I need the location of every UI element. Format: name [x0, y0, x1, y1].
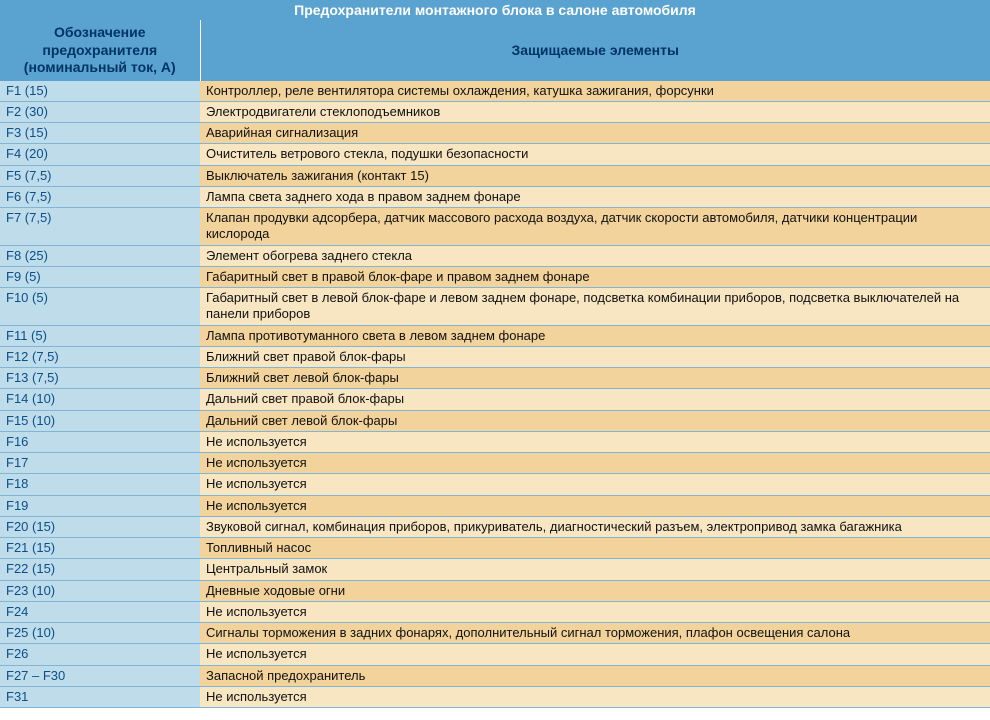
table-row: F20 (15)Звуковой сигнал, комбинация приб… — [0, 516, 990, 537]
desc-cell: Запасной предохранитель — [200, 665, 990, 686]
table-body: F1 (15)Контроллер, реле вентилятора сист… — [0, 81, 990, 708]
table-header-row: Обозначение предохранителя (номинальный … — [0, 20, 990, 81]
fuse-cell: F15 (10) — [0, 410, 200, 431]
table-row: F23 (10)Дневные ходовые огни — [0, 580, 990, 601]
fuse-cell: F3 (15) — [0, 123, 200, 144]
table-row: F25 (10)Сигналы торможения в задних фона… — [0, 623, 990, 644]
col-header-desc: Защищаемые элементы — [200, 20, 990, 81]
fuse-cell: F7 (7,5) — [0, 208, 200, 246]
desc-cell: Габаритный свет в левой блок-фаре и лево… — [200, 288, 990, 326]
desc-cell: Электродвигатели стеклоподъемников — [200, 101, 990, 122]
table-title-row: Предохранители монтажного блока в салоне… — [0, 0, 990, 20]
fuse-cell: F5 (7,5) — [0, 165, 200, 186]
fuse-cell: F23 (10) — [0, 580, 200, 601]
desc-cell: Не используется — [200, 644, 990, 665]
fuse-cell: F25 (10) — [0, 623, 200, 644]
desc-cell: Ближний свет правой блок-фары — [200, 346, 990, 367]
fuse-cell: F4 (20) — [0, 144, 200, 165]
fuse-cell: F31 — [0, 686, 200, 707]
table-row: F5 (7,5)Выключатель зажигания (контакт 1… — [0, 165, 990, 186]
desc-cell: Контроллер, реле вентилятора системы охл… — [200, 81, 990, 102]
fuse-table: Предохранители монтажного блока в салоне… — [0, 0, 990, 708]
fuse-cell: F6 (7,5) — [0, 186, 200, 207]
table-row: F26Не используется — [0, 644, 990, 665]
fuse-cell: F24 — [0, 601, 200, 622]
fuse-cell: F18 — [0, 474, 200, 495]
desc-cell: Лампа противотуманного света в левом зад… — [200, 325, 990, 346]
table-row: F15 (10)Дальний свет левой блок-фары — [0, 410, 990, 431]
desc-cell: Ближний свет левой блок-фары — [200, 368, 990, 389]
fuse-cell: F9 (5) — [0, 266, 200, 287]
desc-cell: Звуковой сигнал, комбинация приборов, пр… — [200, 516, 990, 537]
desc-cell: Очиститель ветрового стекла, подушки без… — [200, 144, 990, 165]
table-row: F16Не используется — [0, 431, 990, 452]
desc-cell: Дневные ходовые огни — [200, 580, 990, 601]
table-row: F13 (7,5)Ближний свет левой блок-фары — [0, 368, 990, 389]
table-row: F17Не используется — [0, 453, 990, 474]
fuse-cell: F1 (15) — [0, 81, 200, 102]
desc-cell: Сигналы торможения в задних фонарях, доп… — [200, 623, 990, 644]
fuse-cell: F27 – F30 — [0, 665, 200, 686]
table-row: F11 (5)Лампа противотуманного света в ле… — [0, 325, 990, 346]
fuse-cell: F16 — [0, 431, 200, 452]
fuse-cell: F14 (10) — [0, 389, 200, 410]
table-row: F7 (7,5)Клапан продувки адсорбера, датчи… — [0, 208, 990, 246]
fuse-cell: F2 (30) — [0, 101, 200, 122]
fuse-cell: F20 (15) — [0, 516, 200, 537]
table-row: F9 (5)Габаритный свет в правой блок-фаре… — [0, 266, 990, 287]
fuse-cell: F21 (15) — [0, 538, 200, 559]
table-row: F1 (15)Контроллер, реле вентилятора сист… — [0, 81, 990, 102]
desc-cell: Топливный насос — [200, 538, 990, 559]
fuse-cell: F19 — [0, 495, 200, 516]
desc-cell: Дальний свет левой блок-фары — [200, 410, 990, 431]
fuse-cell: F8 (25) — [0, 245, 200, 266]
desc-cell: Не используется — [200, 495, 990, 516]
table-row: F6 (7,5)Лампа света заднего хода в право… — [0, 186, 990, 207]
table-row: F18Не используется — [0, 474, 990, 495]
fuse-cell: F17 — [0, 453, 200, 474]
fuse-cell: F13 (7,5) — [0, 368, 200, 389]
table-row: F4 (20)Очиститель ветрового стекла, поду… — [0, 144, 990, 165]
desc-cell: Не используется — [200, 431, 990, 452]
desc-cell: Не используется — [200, 453, 990, 474]
fuse-cell: F10 (5) — [0, 288, 200, 326]
desc-cell: Выключатель зажигания (контакт 15) — [200, 165, 990, 186]
desc-cell: Лампа света заднего хода в правом заднем… — [200, 186, 990, 207]
table-row: F22 (15)Центральный замок — [0, 559, 990, 580]
desc-cell: Дальний свет правой блок-фары — [200, 389, 990, 410]
desc-cell: Клапан продувки адсорбера, датчик массов… — [200, 208, 990, 246]
desc-cell: Не используется — [200, 601, 990, 622]
desc-cell: Аварийная сигнализация — [200, 123, 990, 144]
table-row: F10 (5)Габаритный свет в левой блок-фаре… — [0, 288, 990, 326]
table-row: F31Не используется — [0, 686, 990, 707]
table-row: F12 (7,5)Ближний свет правой блок-фары — [0, 346, 990, 367]
table-row: F3 (15)Аварийная сигнализация — [0, 123, 990, 144]
table-row: F2 (30)Электродвигатели стеклоподъемнико… — [0, 101, 990, 122]
table-row: F14 (10)Дальний свет правой блок-фары — [0, 389, 990, 410]
desc-cell: Не используется — [200, 686, 990, 707]
desc-cell: Не используется — [200, 474, 990, 495]
table-title: Предохранители монтажного блока в салоне… — [0, 0, 990, 20]
fuse-cell: F22 (15) — [0, 559, 200, 580]
table-row: F8 (25)Элемент обогрева заднего стекла — [0, 245, 990, 266]
desc-cell: Центральный замок — [200, 559, 990, 580]
desc-cell: Элемент обогрева заднего стекла — [200, 245, 990, 266]
fuse-cell: F11 (5) — [0, 325, 200, 346]
fuse-cell: F12 (7,5) — [0, 346, 200, 367]
col-header-fuse: Обозначение предохранителя (номинальный … — [0, 20, 200, 81]
desc-cell: Габаритный свет в правой блок-фаре и пра… — [200, 266, 990, 287]
fuse-cell: F26 — [0, 644, 200, 665]
table-row: F19Не используется — [0, 495, 990, 516]
table-row: F24Не используется — [0, 601, 990, 622]
table-row: F27 – F30Запасной предохранитель — [0, 665, 990, 686]
table-row: F21 (15)Топливный насос — [0, 538, 990, 559]
